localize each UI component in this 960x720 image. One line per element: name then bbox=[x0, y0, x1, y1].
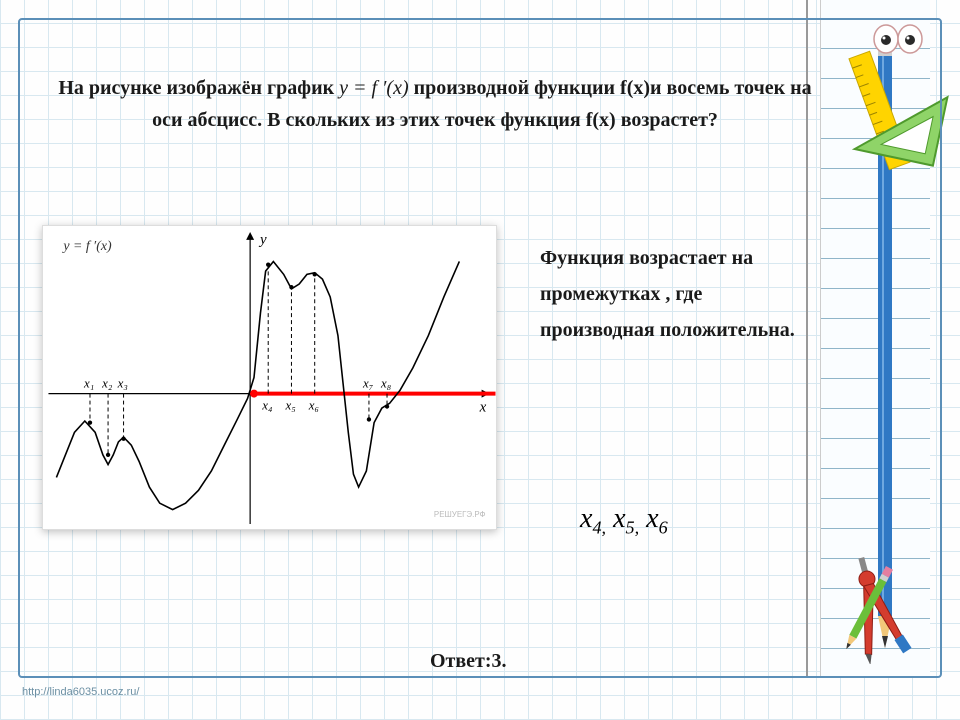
answer-value: 3 bbox=[492, 650, 502, 672]
chart-canvas: y = f ′(x) y x x₁ x₂ x₃ x₄ x₅ x₆ x₇ x₈ РЕШУЕГЭ.РФ bbox=[43, 226, 496, 529]
svg-text:y = f ′(x): y = f ′(x) bbox=[61, 239, 112, 254]
svg-text:x₅: x₅ bbox=[284, 398, 295, 413]
answer-label: Ответ: bbox=[430, 650, 492, 672]
svg-text:x₄: x₄ bbox=[261, 398, 272, 413]
svg-text:x₆: x₆ bbox=[308, 398, 319, 413]
svg-text:x: x bbox=[479, 399, 487, 415]
svg-text:РЕШУЕГЭ.РФ: РЕШУЕГЭ.РФ bbox=[434, 510, 486, 519]
svg-text:x₁: x₁ bbox=[83, 376, 94, 391]
answer-points: x4, x5, x6 bbox=[580, 503, 668, 539]
svg-text:x₇: x₇ bbox=[362, 376, 374, 391]
explanation-text: Функция возрастает на промежутках , где … bbox=[540, 240, 820, 348]
question-part1: На рисунке изображён график bbox=[58, 77, 339, 99]
svg-text:x₂: x₂ bbox=[101, 376, 113, 391]
svg-text:y: y bbox=[258, 232, 267, 248]
notebook-lined-page bbox=[820, 0, 930, 678]
eyes-icon bbox=[872, 24, 924, 54]
question-formula: y = f ′(x) bbox=[339, 77, 409, 99]
question-text: На рисунке изображён график y = f ′(x) п… bbox=[50, 72, 820, 136]
svg-text:x₃: x₃ bbox=[117, 376, 128, 391]
final-answer: Ответ:3. bbox=[430, 650, 507, 673]
derivative-chart: y = f ′(x) y x x₁ x₂ x₃ x₄ x₅ x₆ x₇ x₈ РЕШУЕГЭ.РФ bbox=[42, 225, 497, 530]
footer-url: http://linda6035.ucoz.ru/ bbox=[22, 686, 139, 698]
svg-text:x₈: x₈ bbox=[380, 376, 391, 391]
